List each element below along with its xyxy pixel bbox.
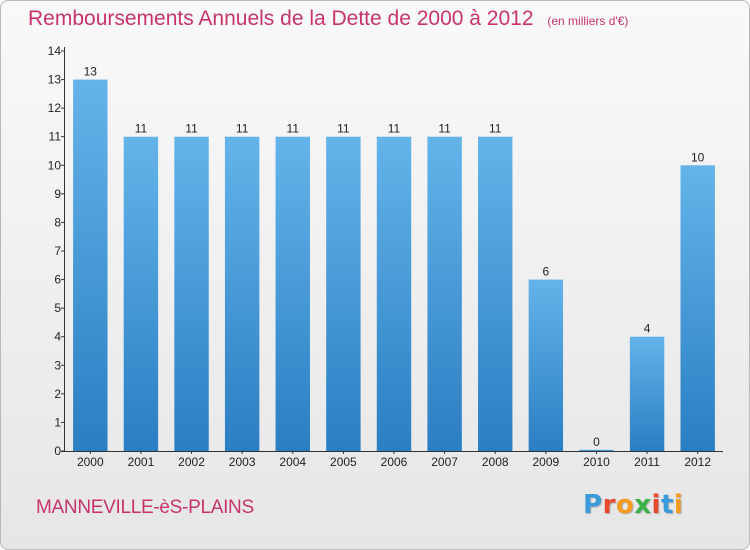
x-tick-label: 2009: [532, 455, 559, 469]
data-label: 4: [644, 322, 651, 336]
bar: [629, 336, 665, 451]
y-tick-label: 9: [54, 187, 61, 201]
y-tick-label: 10: [48, 158, 62, 172]
logo-letter: r: [602, 490, 616, 520]
data-label: 11: [287, 122, 300, 136]
bar: [528, 279, 564, 451]
data-label: 11: [185, 122, 198, 136]
y-tick-label: 8: [54, 215, 61, 229]
chart-title: Remboursements Annuels de la Dette de 20…: [28, 7, 628, 31]
y-tick-label: 3: [54, 358, 61, 372]
data-label: 11: [489, 122, 502, 136]
bar: [680, 165, 715, 452]
x-tick-label: 2011: [634, 455, 660, 469]
y-tick-label: 5: [54, 301, 61, 315]
bar: [73, 79, 108, 452]
bars-layer: 13 11 11 11 11 11 11 11 11 6 0 4 10: [73, 65, 715, 452]
y-tick-label: 12: [48, 101, 62, 115]
y-tick-label: 2: [54, 387, 61, 401]
commune-name: MANNEVILLE-èS-PLAINS: [36, 497, 254, 518]
y-tick-label: 14: [48, 44, 62, 58]
bar: [478, 136, 513, 451]
chart-title-text: Remboursements Annuels de la Dette de 20…: [28, 7, 534, 30]
logo-letter: i: [651, 490, 661, 520]
data-label: 11: [388, 122, 401, 136]
logo-letter: x: [634, 490, 652, 520]
y-tick-label: 6: [54, 273, 61, 287]
data-label: 11: [135, 122, 148, 136]
y-tick-label: 1: [54, 415, 61, 429]
y-tick-label: 11: [49, 130, 62, 144]
bar: [326, 136, 361, 451]
bar: [376, 136, 412, 451]
x-tick-label: 2003: [229, 455, 256, 469]
logo-letter: P: [583, 490, 603, 520]
data-label: 6: [543, 265, 550, 279]
data-label: 0: [593, 435, 600, 449]
bar: [427, 136, 462, 451]
bar: [275, 136, 310, 451]
x-tick-label: 2012: [684, 455, 711, 469]
x-tick-label: 2010: [583, 455, 610, 469]
chart-unit: (en milliers d'€): [547, 14, 629, 28]
x-tick-label: 2004: [279, 455, 306, 469]
bar: [224, 136, 260, 451]
x-tick-label: 2002: [178, 455, 205, 469]
data-label: 11: [236, 122, 249, 136]
x-tick-label: 2001: [128, 455, 155, 469]
x-tick-label: 2008: [482, 455, 509, 469]
data-label: 13: [84, 65, 98, 79]
data-label: 11: [337, 122, 350, 136]
x-tick-label: 2006: [381, 455, 408, 469]
x-tick-label: 2000: [77, 455, 104, 469]
logo-letter: o: [615, 490, 635, 520]
y-tick-label: 0: [54, 444, 61, 458]
data-label: 10: [691, 150, 705, 164]
bar: [174, 136, 209, 451]
logo-letter: i: [673, 490, 684, 520]
proxiti-logo: Proxiti: [583, 490, 683, 520]
axes-layer: 2000 2001 2002 2003 2004 2005 2006 2007 2008 2009…: [48, 44, 723, 469]
x-tick-label: 2007: [431, 455, 458, 469]
x-tick-label: 2005: [330, 455, 357, 469]
bar: [123, 136, 159, 451]
logo-letter: t: [660, 490, 674, 520]
data-label: 11: [438, 122, 451, 136]
y-tick-label: 7: [54, 244, 61, 258]
y-tick-label: 13: [48, 73, 62, 87]
y-tick-label: 4: [54, 330, 61, 344]
bar: [579, 449, 614, 451]
